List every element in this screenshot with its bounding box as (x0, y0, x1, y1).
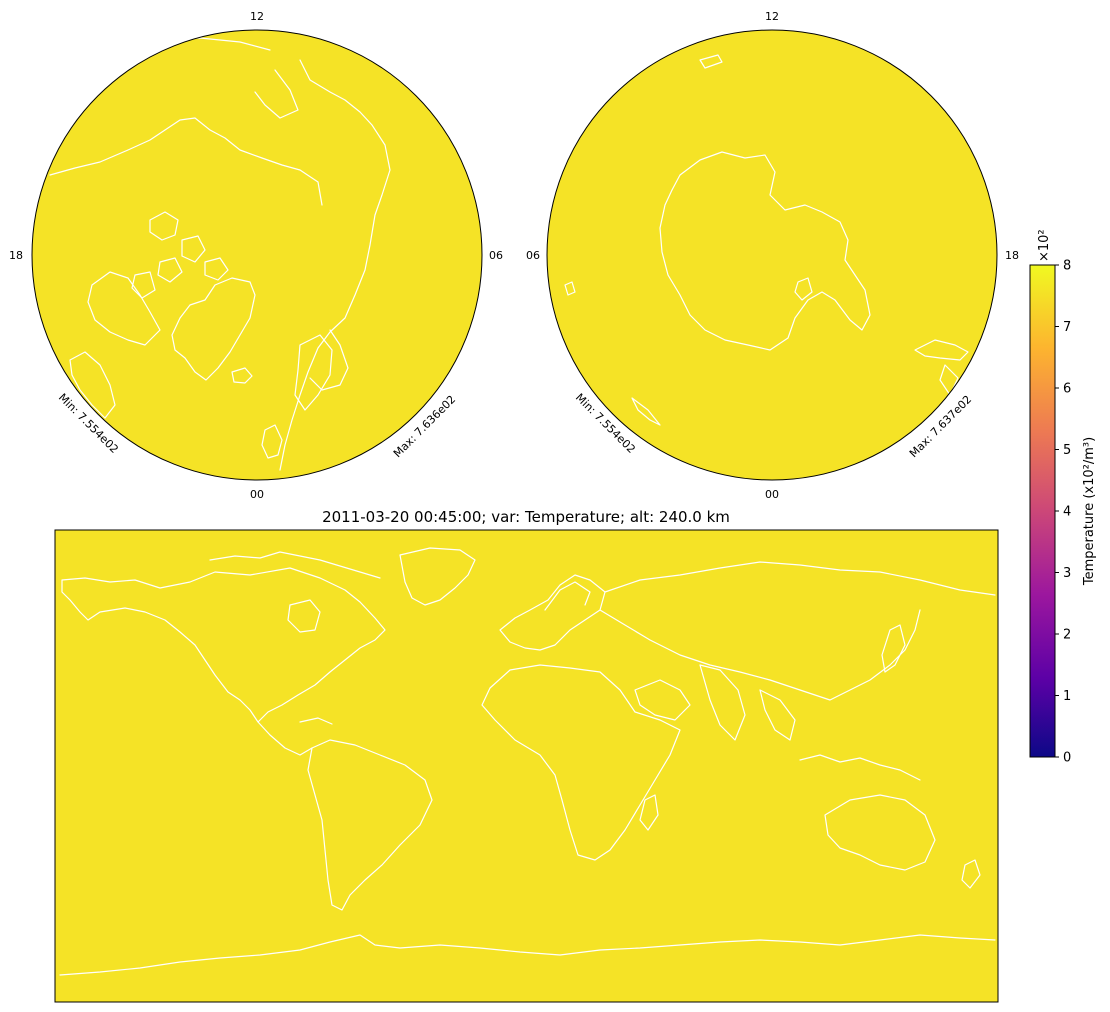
colorbar-multiplier: ×10² (1037, 229, 1052, 262)
south-tick-bottom: 00 (765, 488, 779, 501)
south-polar-field (547, 30, 997, 480)
south-polar-coastlines (564, 54, 969, 426)
north-polar-coastlines (49, 37, 391, 471)
global-map-field (55, 530, 998, 1002)
figure-title: 2011-03-20 00:45:00; var: Temperature; a… (322, 508, 730, 526)
colorbar-tick-label: 8 (1063, 259, 1071, 274)
north-polar-map: 12 00 18 06 Min: 7.554e02 Max: 7.636e02 (9, 10, 503, 501)
colorbar-tick-label: 5 (1063, 443, 1071, 458)
colorbar-label: Temperature (x10²/m³) (1082, 437, 1097, 586)
colorbar-tick-label: 2 (1063, 628, 1071, 643)
colorbar-tick-label: 4 (1063, 505, 1071, 520)
south-tick-top: 12 (765, 10, 779, 23)
colorbar-gradient (1029, 264, 1056, 758)
colorbar-tick-label: 1 (1063, 689, 1071, 704)
colorbar-tick-label: 0 (1063, 751, 1071, 766)
north-tick-top: 12 (250, 10, 264, 23)
colorbar-tick-label: 6 (1063, 382, 1071, 397)
colorbar-tick-label: 3 (1063, 566, 1071, 581)
north-tick-bottom: 00 (250, 488, 264, 501)
colorbar-ticks: 0 1 2 3 4 5 6 7 8 (1055, 259, 1071, 766)
global-map-coastlines (59, 547, 996, 976)
global-map-frame (54, 529, 999, 1003)
colorbar-tick-label: 7 (1063, 320, 1071, 335)
north-tick-left: 18 (9, 249, 23, 262)
colorbar: 0 1 2 3 4 5 6 7 8 ×10² Temperature (x10²/m³) (1029, 229, 1097, 766)
global-map (54, 529, 999, 1003)
south-polar-boundary (546, 29, 998, 481)
south-tick-right: 18 (1005, 249, 1019, 262)
north-polar-boundary (31, 29, 483, 481)
south-tick-left: 06 (526, 249, 540, 262)
north-tick-right: 06 (489, 249, 503, 262)
south-polar-map: 12 00 06 18 Min: 7.554e02 Max: 7.637e02 (526, 10, 1019, 501)
